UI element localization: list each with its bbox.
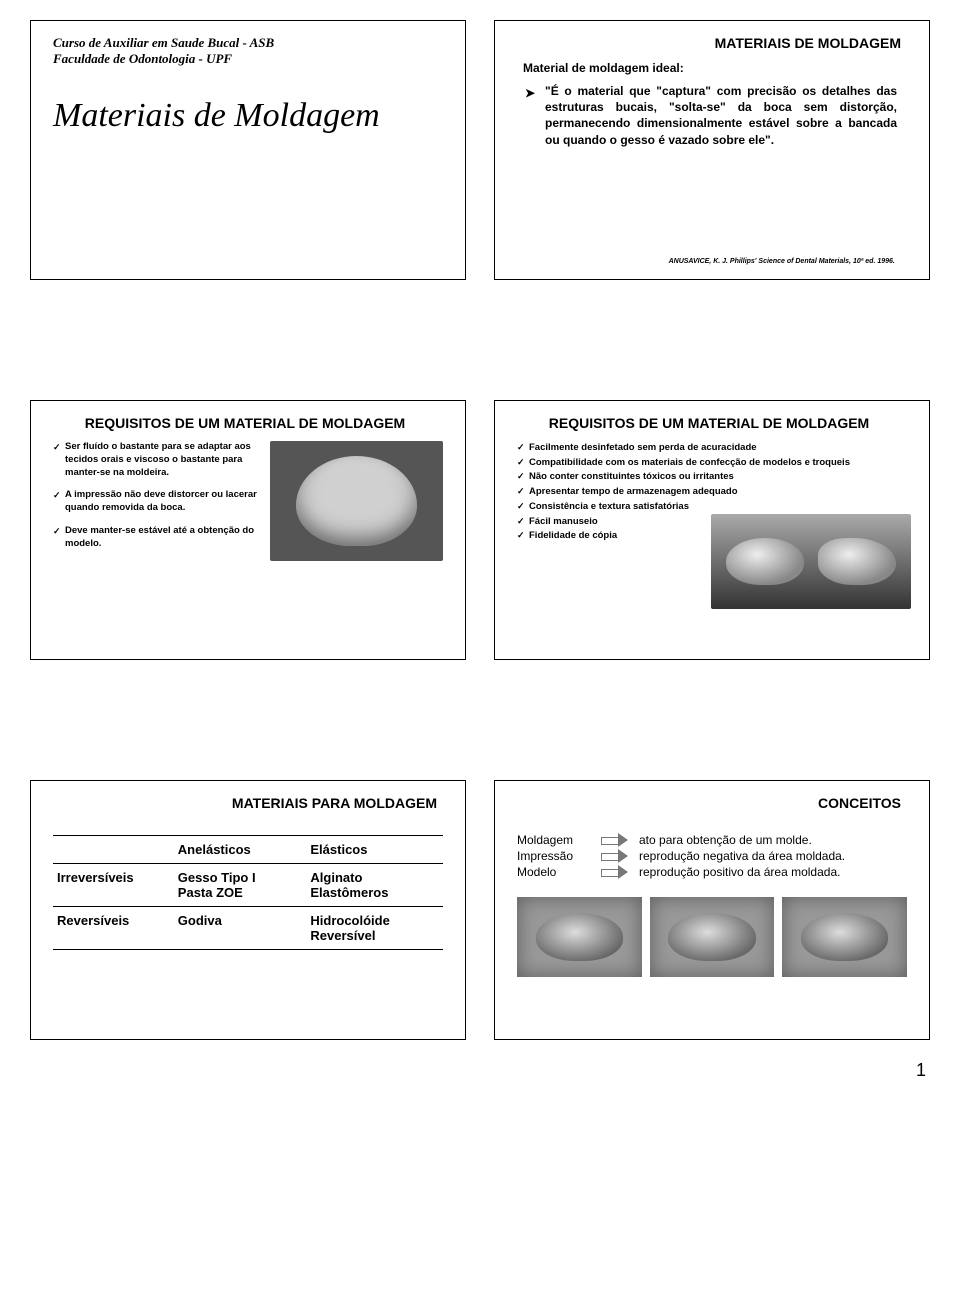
table-cell	[53, 842, 178, 857]
table-cell: Gesso Tipo I Pasta ZOE	[178, 870, 311, 900]
table-row: Reversíveis Godiva Hidrocolóide Reversív…	[53, 906, 443, 950]
table-cell: Anelásticos	[178, 842, 311, 857]
slide1-title: Materiais de Moldagem	[53, 97, 443, 135]
arrow-right-icon	[601, 850, 631, 862]
slide3-item: Deve manter-se estável até a obtenção do…	[53, 525, 260, 551]
slide-6: CONCEITOS Moldagem ato para obtenção de …	[494, 780, 930, 1040]
slide-row-3: MATERIAIS PARA MOLDAGEM Anelásticos Elás…	[30, 780, 930, 1040]
slide4-item: Compatibilidade com os materiais de conf…	[517, 456, 907, 471]
concept-term: Impressão	[517, 849, 601, 863]
slide2-citation: ANUSAVICE, K. J. Phillips' Science of De…	[669, 258, 895, 265]
slide4-item: Não conter constituintes tóxicos ou irri…	[517, 470, 907, 485]
table-cell: Hidrocolóide Reversível	[310, 913, 443, 943]
dental-mold-icon	[668, 913, 755, 961]
concept-row: Impressão reprodução negativa da área mo…	[517, 849, 907, 863]
slide3-item: A impressão não deve distorcer ou lacera…	[53, 489, 260, 515]
table-cell: Alginato Elastômeros	[310, 870, 443, 900]
slide-row-2: REQUISITOS DE UM MATERIAL DE MOLDAGEM Se…	[30, 400, 930, 660]
concept-def: reprodução negativa da área moldada.	[639, 849, 845, 863]
course-line-1: Curso de Auxiliar em Saude Bucal - ASB	[53, 35, 443, 51]
slide4-item: Apresentar tempo de armazenagem adequado	[517, 485, 907, 500]
slide4-item: Consistência e textura satisfatórias	[517, 500, 907, 515]
quote-bullet-icon: ➤	[525, 85, 535, 101]
slide-3: REQUISITOS DE UM MATERIAL DE MOLDAGEM Se…	[30, 400, 466, 660]
concept-row: Moldagem ato para obtenção de um molde.	[517, 833, 907, 847]
slide-5: MATERIAIS PARA MOLDAGEM Anelásticos Elás…	[30, 780, 466, 1040]
thumbnail-image	[650, 897, 775, 977]
concept-term: Moldagem	[517, 833, 601, 847]
slide-4: REQUISITOS DE UM MATERIAL DE MOLDAGEM Fa…	[494, 400, 930, 660]
slide3-item: Ser fluído o bastante para se adaptar ao…	[53, 441, 260, 479]
slide3-title: REQUISITOS DE UM MATERIAL DE MOLDAGEM	[53, 415, 443, 431]
slide-row-1: Curso de Auxiliar em Saude Bucal - ASB F…	[30, 20, 930, 280]
slide3-image	[270, 441, 443, 561]
slide-2: MATERIAIS DE MOLDAGEM Material de moldag…	[494, 20, 930, 280]
slide2-quote: ➤ "É o material que "captura" com precis…	[545, 83, 897, 148]
thumbnail-image	[782, 897, 907, 977]
slide4-title: REQUISITOS DE UM MATERIAL DE MOLDAGEM	[517, 415, 907, 431]
dental-mold-icon	[536, 913, 623, 961]
table-cell: Godiva	[178, 913, 311, 943]
slide3-list: Ser fluído o bastante para se adaptar ao…	[53, 441, 260, 561]
slide2-title: MATERIAIS DE MOLDAGEM	[517, 35, 907, 51]
concept-row: Modelo reprodução positivo da área molda…	[517, 865, 907, 879]
materials-table: Anelásticos Elásticos Irreversíveis Gess…	[53, 835, 443, 950]
thumbnail-image	[517, 897, 642, 977]
concepts-list: Moldagem ato para obtenção de um molde. …	[517, 833, 907, 879]
dental-mold-icon	[818, 538, 895, 585]
table-row: Anelásticos Elásticos	[53, 835, 443, 863]
dental-mold-icon	[296, 456, 417, 546]
slide2-quote-text: "É o material que "captura" com precisão…	[545, 84, 897, 147]
slide4-item: Facilmente desinfetado sem perda de acur…	[517, 441, 907, 456]
dental-mold-icon	[726, 538, 803, 585]
page-number: 1	[30, 1060, 930, 1081]
table-cell: Irreversíveis	[53, 870, 178, 900]
slide4-image	[711, 514, 911, 609]
slide6-title: CONCEITOS	[517, 795, 907, 811]
arrow-right-icon	[601, 834, 631, 846]
slide2-subheading: Material de moldagem ideal:	[523, 61, 907, 75]
table-cell: Reversíveis	[53, 913, 178, 943]
concept-def: reprodução positivo da área moldada.	[639, 865, 840, 879]
arrow-right-icon	[601, 866, 631, 878]
concept-def: ato para obtenção de um molde.	[639, 833, 812, 847]
thumbnail-row	[517, 897, 907, 977]
course-line-2: Faculdade de Odontologia - UPF	[53, 51, 443, 67]
table-row: Irreversíveis Gesso Tipo I Pasta ZOE Alg…	[53, 863, 443, 906]
slide-1: Curso de Auxiliar em Saude Bucal - ASB F…	[30, 20, 466, 280]
slide5-title: MATERIAIS PARA MOLDAGEM	[53, 795, 443, 811]
concept-term: Modelo	[517, 865, 601, 879]
table-cell: Elásticos	[310, 842, 443, 857]
dental-mold-icon	[801, 913, 888, 961]
